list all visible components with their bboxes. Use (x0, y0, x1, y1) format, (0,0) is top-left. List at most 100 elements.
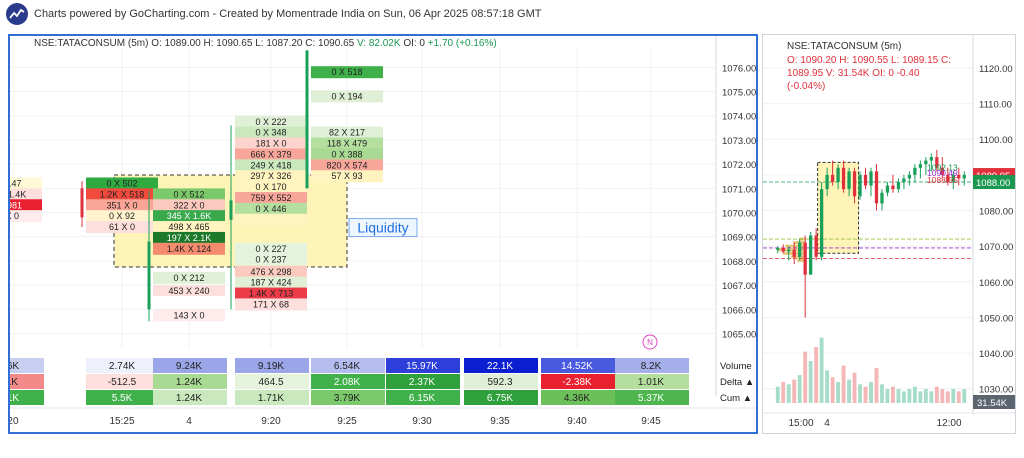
footprint-cell-label: 0 X 222 (255, 117, 286, 127)
candlestick-chart-pane[interactable]: 1092.13 1090.49 1088.55 NSE:TATACONSUM (5m)… (762, 34, 1016, 434)
volume-bar (775, 386, 780, 403)
footprint-cell (235, 242, 307, 255)
footprint-cell-label: 0 X 512 (173, 189, 204, 199)
candle-body (902, 178, 906, 183)
candle-body (962, 174, 966, 179)
n-marker-icon[interactable] (642, 334, 658, 350)
header-title: Charts powered by GoCharting.com - Creat… (34, 8, 542, 20)
candle-body (819, 189, 824, 257)
volume-bar (940, 389, 945, 403)
footprint-cell (235, 159, 307, 172)
candle-body (781, 247, 785, 252)
y-tick-label: 1070.00 (722, 209, 756, 220)
footprint-cell-label: 453 X 240 (168, 286, 209, 296)
stats-cell (311, 390, 385, 405)
footprint-cell (153, 309, 225, 322)
stats-cell-label: 15.97K (406, 361, 438, 372)
x-tick-label: 12:00 (936, 418, 961, 429)
candle-body (841, 167, 846, 190)
volume-bar (819, 337, 824, 403)
stats-cell-label: 1.24K (176, 377, 202, 388)
volume-bar (825, 370, 830, 403)
stats-cell (541, 374, 615, 389)
footprint-cell (235, 126, 307, 139)
candle-body (809, 235, 813, 275)
volume-tag (973, 395, 1015, 409)
candle-body (792, 249, 796, 257)
candle-body (896, 182, 901, 190)
footprint-cell-label: 57 X 93 (331, 171, 362, 181)
y-tick-label: 1070.00 (979, 242, 1013, 253)
footprint-cell (311, 66, 383, 79)
stats-cell-label: 5.5K (112, 393, 133, 404)
candle-body (803, 242, 807, 275)
volume-tag-label: 31.54K (977, 398, 1008, 409)
volume-profile-bar (797, 258, 806, 262)
y-tick-label: 1066.00 (722, 305, 756, 316)
footprint-cell-label: 297 X 326 (250, 171, 291, 181)
footprint-cell (235, 265, 307, 278)
footprint-cell (235, 253, 307, 266)
candle-body (880, 192, 884, 204)
footprint-chart[interactable]: 0 X 1472K X 1.4KK X 98159 X 0 0 X 5021.2K… (10, 36, 756, 432)
candle-body (852, 171, 857, 197)
chart-legend-change: (-0.04%) (787, 81, 825, 92)
footprint-chart-pane[interactable]: 0 X 1472K X 1.4KK X 98159 X 0 0 X 5021.2K… (8, 34, 758, 434)
volume-profile-bar (785, 244, 806, 248)
x-tick-label: 9:45 (641, 416, 661, 427)
footprint-cell (311, 159, 383, 172)
footprint-cell-label: 171 X 68 (253, 299, 289, 309)
stats-cell-label: 1.71K (258, 393, 284, 404)
x-tick-label: 9:40 (567, 416, 587, 427)
footprint-cell-label: 351 X 0 (106, 200, 137, 210)
footprint-cell (235, 276, 307, 289)
candle-body (946, 174, 950, 183)
footprint-cell (153, 271, 225, 284)
candle-body (776, 247, 780, 250)
stats-cell-label: 2.08K (334, 377, 360, 388)
candle-body (836, 167, 840, 183)
candle-body (229, 200, 233, 220)
footprint-cell (86, 177, 158, 190)
footprint-cell (235, 213, 307, 226)
footprint-cell (235, 298, 307, 311)
volume-bar (803, 351, 808, 403)
footprint-cell-label: 666 X 379 (250, 149, 291, 159)
footprint-cell-label: 59 X 0 (10, 211, 19, 221)
stats-cell (615, 374, 689, 389)
footprint-cell (235, 170, 307, 183)
footprint-cell (153, 285, 225, 298)
stats-cell (10, 390, 44, 405)
footprint-cell-label: 187 X 424 (250, 278, 291, 288)
footprint-cell-label: 0 X 518 (331, 67, 362, 77)
legend-value: V: 82.02K (357, 38, 403, 49)
stats-cell-label: 592.3 (487, 377, 512, 388)
footprint-cell-label: 322 X 0 (173, 200, 204, 210)
footprint-cell-label: 0 X 212 (173, 273, 204, 283)
chart-legend-ohlc: O: 1090.20 H: 1090.55 L: 1089.15 C: (787, 55, 951, 66)
footprint-cell (311, 126, 383, 139)
price-tag (973, 175, 1015, 190)
volume-bar (962, 389, 967, 403)
price-tag-label: 1088.00 (976, 178, 1010, 189)
footprint-cell-label: 0 X 446 (255, 204, 286, 214)
chart-legend-values: 1089.95 V: 31.54K OI: 0 -0.40 (787, 68, 920, 79)
x-tick-label: 9:30 (412, 416, 432, 427)
footprint-cell (153, 231, 225, 244)
stats-cell-label: 1.24K (176, 393, 202, 404)
footprint-cell-label: 2K X 1.4K (10, 189, 26, 199)
legend-value: +1.70 (428, 38, 456, 49)
volume-bar (874, 368, 879, 403)
stats-row-label: Volume (720, 361, 752, 372)
stats-cell (386, 390, 460, 405)
footprint-cell (153, 188, 225, 201)
stats-cell (464, 358, 538, 373)
volume-bar (945, 391, 950, 403)
stats-cell-label: 9.24K (176, 361, 202, 372)
footprint-cell-label: 498 X 465 (168, 222, 209, 232)
footprint-cell (311, 90, 383, 103)
y-tick-label: 1068.00 (722, 257, 756, 268)
volume-bar (896, 389, 901, 403)
footprint-cell-label: 0 X 227 (255, 244, 286, 254)
